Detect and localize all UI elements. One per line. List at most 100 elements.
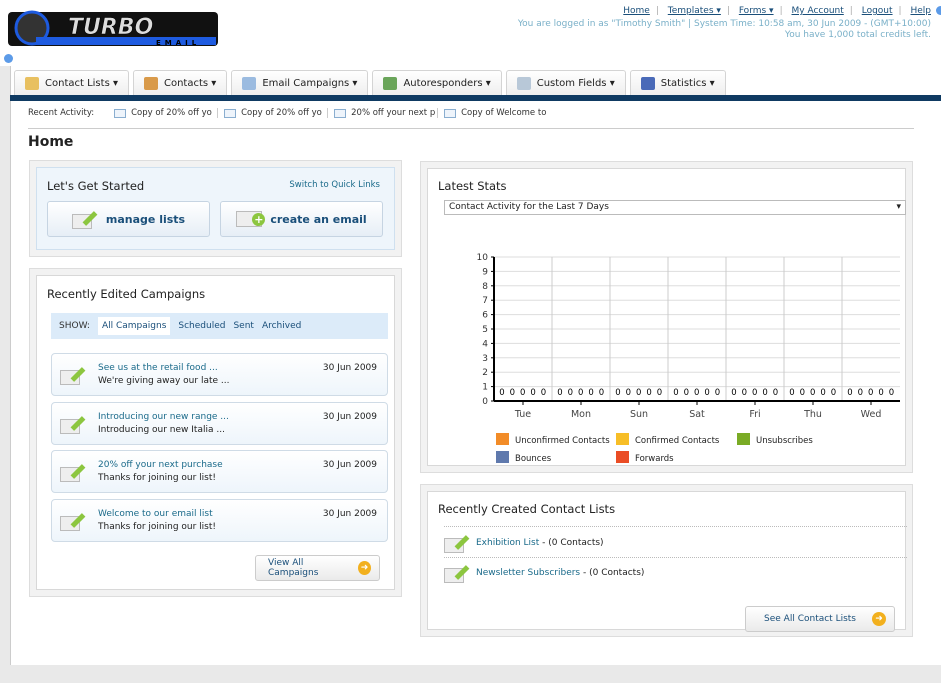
data-label: 0	[878, 388, 883, 398]
data-label: 0	[588, 388, 593, 398]
recent-item-label: Copy of 20% off yo	[131, 108, 212, 118]
list-link[interactable]: Exhibition List	[476, 538, 540, 548]
data-label: 0	[847, 388, 852, 398]
handle-dot	[4, 54, 13, 63]
campaign-subject: We're giving away our late ...	[98, 376, 230, 386]
campaign-date: 30 Jun 2009	[322, 460, 377, 470]
tab-label: Autoresponders ▾	[403, 78, 491, 89]
y-tick-label: 3	[482, 354, 488, 364]
campaigns-title: Recently Edited Campaigns	[47, 287, 206, 301]
data-label: 0	[557, 388, 562, 398]
view-all-campaigns-label: View All Campaigns	[268, 558, 319, 578]
tab-autoresponders[interactable]: Autoresponders ▾	[372, 70, 502, 96]
get-started-title: Let's Get Started	[47, 179, 145, 193]
tab-custom-fields[interactable]: Custom Fields ▾	[505, 70, 626, 96]
recent-item[interactable]: Copy of Welcome to	[438, 108, 548, 118]
create-email-label: create an email	[270, 212, 367, 226]
tab-email-campaigns[interactable]: Email Campaigns ▾	[231, 70, 369, 96]
turbo-email-logo[interactable]: TURBO EMAIL	[6, 6, 220, 50]
envelope-edit-icon	[60, 413, 86, 435]
y-tick-label: 7	[482, 296, 488, 306]
legend-label: Unconfirmed Contacts	[515, 436, 610, 446]
envelope-icon	[224, 108, 237, 118]
main-nav: Contact Lists ▾ Contacts ▾ Email Campaigns…	[14, 70, 726, 96]
recent-item[interactable]: 20% off your next p	[328, 108, 439, 118]
autoresponder-icon	[383, 77, 398, 90]
divider	[28, 128, 914, 129]
campaign-item[interactable]: 20% off your next purchase Thanks for joi…	[51, 450, 388, 493]
manage-lists-label: manage lists	[105, 212, 186, 226]
filter-sent[interactable]: Sent	[233, 321, 254, 331]
switch-quick-links-link[interactable]: Switch to Quick Links	[289, 180, 380, 190]
legend-swatch	[496, 433, 509, 445]
view-all-campaigns-button[interactable]: View All Campaigns ➜	[255, 555, 380, 581]
recent-item[interactable]: Copy of 20% off yo	[108, 108, 219, 118]
data-label: 0	[530, 388, 535, 398]
data-label: 0	[704, 388, 709, 398]
y-tick-label: 9	[482, 267, 488, 277]
bar-chart-icon	[640, 77, 655, 90]
envelope-plus-icon: +	[236, 211, 266, 227]
x-tick-label: Wed	[861, 409, 882, 420]
x-tick-label: Tue	[514, 409, 531, 420]
campaign-title[interactable]: Welcome to our email list	[98, 508, 213, 519]
campaign-item[interactable]: See us at the retail food ... We're givin…	[51, 353, 388, 396]
x-tick-label: Mon	[571, 409, 591, 420]
my-account-link[interactable]: My Account	[791, 6, 844, 16]
tab-contacts[interactable]: Contacts ▾	[132, 70, 228, 96]
legend-swatch	[496, 451, 509, 463]
x-tick-label: Sat	[689, 409, 705, 420]
x-tick-label: Thu	[803, 409, 822, 420]
campaign-title[interactable]: 20% off your next purchase	[98, 460, 223, 470]
recent-item[interactable]: Copy of 20% off yo	[218, 108, 329, 118]
campaign-date: 30 Jun 2009	[322, 508, 377, 519]
campaign-title[interactable]: See us at the retail food ...	[98, 363, 218, 373]
campaign-subject: Thanks for joining our list!	[98, 473, 217, 483]
tab-label: Custom Fields ▾	[536, 78, 615, 89]
logout-link[interactable]: Logout	[861, 6, 893, 16]
create-email-button[interactable]: + create an email	[220, 201, 383, 237]
y-tick-label: 8	[482, 282, 488, 292]
y-tick-label: 0	[482, 397, 488, 407]
manage-lists-button[interactable]: manage lists	[47, 201, 210, 237]
recent-item-label: 20% off your next p	[351, 108, 436, 118]
campaign-title[interactable]: Introducing our new range ...	[98, 411, 229, 422]
y-tick-label: 1	[482, 383, 488, 393]
data-label: 0	[731, 388, 736, 398]
tab-contact-lists[interactable]: Contact Lists ▾	[14, 70, 129, 96]
get-started-panel: Let's Get Started Switch to Quick Links …	[29, 160, 402, 257]
campaigns-panel: Recently Edited Campaigns SHOW: All Camp…	[29, 268, 402, 597]
home-link[interactable]: Home	[623, 6, 650, 16]
campaign-item[interactable]: Introducing our new range ... Introducing…	[51, 401, 388, 445]
data-label: 0	[773, 388, 778, 398]
envelope-edit-icon	[60, 510, 86, 532]
contact-lists-panel: Recently Created Contact Lists Exhibitio…	[420, 484, 913, 637]
data-label: 0	[657, 388, 662, 398]
svg-text:TURBO: TURBO	[68, 15, 153, 40]
divider	[444, 526, 907, 527]
svg-text:EMAIL: EMAIL	[156, 39, 200, 47]
legend-swatch	[737, 433, 750, 445]
y-tick-label: 2	[482, 368, 488, 378]
help-link[interactable]: Help	[910, 6, 931, 16]
stats-period-select[interactable]: Contact Activity for the Last 7 Days ▾	[444, 200, 906, 215]
filter-all-campaigns[interactable]: All Campaigns	[97, 317, 171, 335]
filter-archived[interactable]: Archived	[261, 321, 302, 331]
show-label: SHOW:	[59, 321, 90, 331]
tab-statistics[interactable]: Statistics ▾	[629, 70, 726, 96]
campaign-item[interactable]: Welcome to our email list Thanks for join…	[51, 498, 388, 542]
dropdown-arrow-icon: ▾	[896, 202, 901, 212]
filter-scheduled[interactable]: Scheduled	[178, 321, 226, 331]
x-tick-label: Sun	[630, 409, 648, 420]
data-label: 0	[831, 388, 836, 398]
forms-link[interactable]: Forms ▾	[738, 6, 774, 16]
recent-activity: Recent Activity: Copy of 20% off yo Copy…	[28, 108, 548, 118]
list-link[interactable]: Newsletter Subscribers	[476, 568, 581, 578]
campaign-date: 30 Jun 2009	[322, 363, 377, 373]
templates-link[interactable]: Templates ▾	[667, 6, 721, 16]
user-edit-icon	[71, 208, 98, 230]
see-all-contact-lists-button[interactable]: See All Contact Lists ➜	[745, 606, 895, 632]
data-label: 0	[752, 388, 757, 398]
data-label: 0	[800, 388, 805, 398]
data-label: 0	[742, 388, 747, 398]
